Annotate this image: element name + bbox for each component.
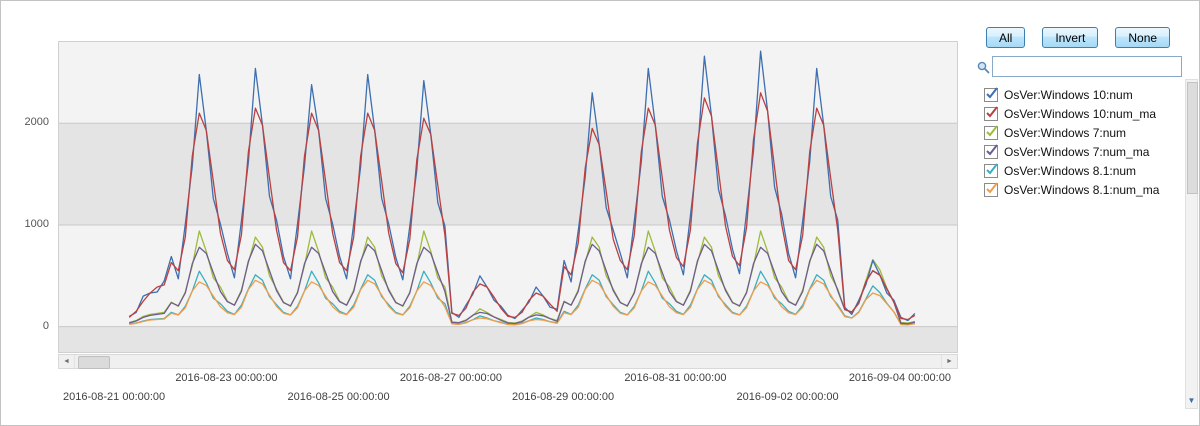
- check-icon: [986, 181, 998, 194]
- x-axis-tick-label: 2016-09-04 00:00:00: [848, 372, 951, 384]
- check-icon: [986, 124, 998, 137]
- h-scrollbar-thumb[interactable]: [78, 356, 110, 369]
- invert-selection-button[interactable]: Invert: [1042, 27, 1099, 48]
- scroll-left-button[interactable]: ◄: [59, 355, 75, 368]
- select-none-button[interactable]: None: [1115, 27, 1171, 48]
- select-all-button[interactable]: All: [986, 27, 1026, 48]
- legend-item-label: OsVer:Windows 10:num: [1004, 87, 1133, 102]
- legend-checkbox[interactable]: [984, 105, 998, 121]
- legend-item-label: OsVer:Windows 8.1:num_ma: [1004, 182, 1160, 197]
- x-axis-tick-label: 2016-08-21 00:00:00: [63, 391, 166, 403]
- legend-item-label: OsVer:Windows 7:num_ma: [1004, 144, 1150, 159]
- x-axis-tick-label: 2016-08-25 00:00:00: [287, 391, 390, 403]
- legend-item-label: OsVer:Windows 7:num: [1004, 125, 1127, 140]
- legend-item[interactable]: OsVer:Windows 7:num: [984, 123, 1180, 142]
- check-icon: [986, 143, 998, 156]
- legend-checkbox[interactable]: [984, 124, 998, 140]
- y-axis-tick-label: 2000: [24, 116, 49, 129]
- check-icon: [986, 162, 998, 175]
- check-icon: [986, 86, 998, 99]
- scroll-right-button[interactable]: ►: [941, 355, 957, 368]
- chart-plot-area: [58, 41, 958, 353]
- x-axis-tick-label: 2016-08-23 00:00:00: [175, 372, 278, 384]
- legend-item-label: OsVer:Windows 8.1:num: [1004, 163, 1137, 178]
- chart-horizontal-scrollbar: ◄ ►: [58, 354, 958, 369]
- legend-checkbox[interactable]: [984, 143, 998, 159]
- search-icon: [976, 60, 990, 74]
- legend-checkbox[interactable]: [984, 86, 998, 102]
- x-axis: 2016-08-21 00:00:00 2016-08-23 00:00:00 20…: [58, 371, 958, 411]
- x-axis-tick-label: 2016-08-29 00:00:00: [512, 391, 615, 403]
- x-axis-tick-label: 2016-08-31 00:00:00: [624, 372, 727, 384]
- h-scrollbar-track[interactable]: [75, 355, 941, 369]
- legend-checkbox[interactable]: [984, 162, 998, 178]
- legend-item[interactable]: OsVer:Windows 10:num_ma: [984, 104, 1180, 123]
- legend-panel: All Invert None OsVer:Windows 10:num OsVe…: [974, 23, 1184, 415]
- legend-item[interactable]: OsVer:Windows 7:num_ma: [984, 142, 1180, 161]
- legend-filter-input[interactable]: [992, 56, 1182, 77]
- legend-filter-row: [976, 56, 1182, 77]
- legend-checkbox[interactable]: [984, 181, 998, 197]
- legend-item[interactable]: OsVer:Windows 8.1:num: [984, 161, 1180, 180]
- x-axis-tick-label: 2016-09-02 00:00:00: [736, 391, 839, 403]
- legend-list: OsVer:Windows 10:num OsVer:Windows 10:num…: [984, 85, 1180, 199]
- y-axis: 0 1000 2000: [1, 42, 54, 354]
- check-icon: [986, 105, 998, 118]
- x-axis-tick-label: 2016-08-27 00:00:00: [399, 372, 502, 384]
- legend-vertical-scrollbar: ▼: [1185, 79, 1198, 409]
- scroll-down-button[interactable]: ▼: [1187, 396, 1196, 405]
- v-scrollbar-thumb[interactable]: [1187, 82, 1198, 194]
- y-axis-tick-label: 1000: [24, 217, 49, 230]
- legend-button-row: All Invert None: [986, 27, 1171, 48]
- y-axis-tick-label: 0: [42, 319, 49, 332]
- legend-item[interactable]: OsVer:Windows 10:num: [984, 85, 1180, 104]
- legend-item-label: OsVer:Windows 10:num_ma: [1004, 106, 1157, 121]
- timeseries-plot: [59, 42, 957, 352]
- legend-item[interactable]: OsVer:Windows 8.1:num_ma: [984, 180, 1180, 199]
